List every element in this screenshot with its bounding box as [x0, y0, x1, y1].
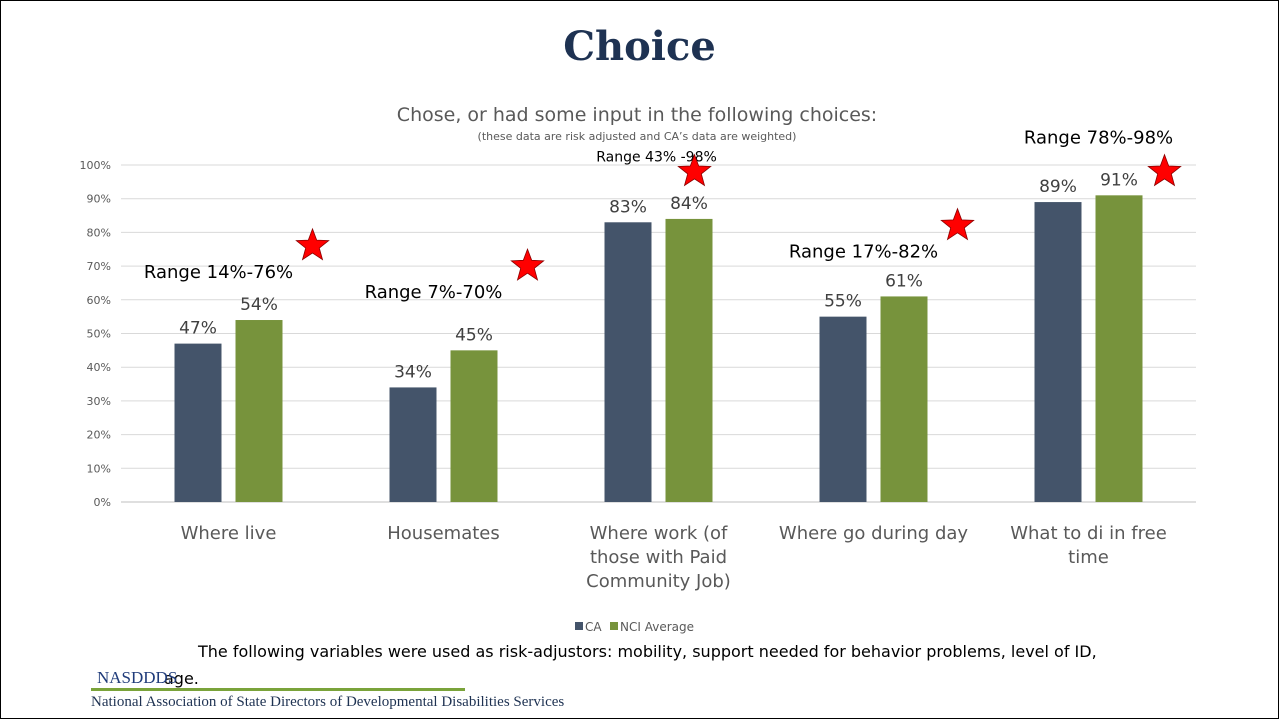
- risk-adjustor-caption-end: age.: [164, 669, 199, 688]
- org-acronym: NASDDDS: [97, 668, 178, 687]
- bar: [880, 296, 928, 502]
- y-tick-label: 80%: [87, 226, 111, 239]
- range-annotation: Range 43% -98%: [596, 150, 717, 166]
- data-label: 45%: [455, 325, 493, 345]
- range-annotation: Range 78%-98%: [1024, 128, 1173, 149]
- bar: [174, 343, 222, 502]
- y-tick-label: 0%: [94, 496, 111, 509]
- x-category-label: Where go during day: [779, 523, 968, 544]
- bar: [389, 387, 437, 502]
- data-label: 83%: [609, 197, 647, 217]
- star-icon: [940, 207, 975, 241]
- range-annotation: Range 7%-70%: [365, 282, 503, 303]
- star-icon: [510, 247, 545, 281]
- y-tick-label: 100%: [80, 159, 111, 172]
- star-icon: [1147, 153, 1182, 187]
- bar: [235, 320, 283, 502]
- data-label: 34%: [394, 362, 432, 382]
- x-category-label: Where work (of: [590, 523, 728, 544]
- chart-subtitle: (these data are risk adjusted and CA’s d…: [478, 130, 797, 143]
- bar: [450, 350, 498, 502]
- x-category-label: time: [1068, 547, 1109, 568]
- risk-adjustor-caption: The following variables were used as ris…: [198, 642, 1097, 661]
- range-annotation: Range 14%-76%: [144, 262, 293, 283]
- y-tick-label: 70%: [87, 260, 111, 273]
- y-tick-label: 90%: [87, 193, 111, 206]
- chart-title: Chose, or had some input in the followin…: [397, 104, 877, 126]
- bar: [1095, 195, 1143, 502]
- data-label: 55%: [824, 292, 862, 312]
- y-tick-label: 10%: [87, 462, 111, 475]
- bar: [1034, 202, 1082, 502]
- x-category-label: Housemates: [387, 523, 499, 544]
- x-category-label: those with Paid: [590, 547, 727, 568]
- y-tick-label: 60%: [87, 294, 111, 307]
- star-icon: [295, 227, 330, 261]
- org-full-name: National Association of State Directors …: [91, 694, 565, 710]
- y-tick-label: 40%: [87, 361, 111, 374]
- bar: [604, 222, 652, 503]
- bar-chart: Chose, or had some input in the followin…: [80, 104, 1196, 634]
- y-tick-label: 20%: [87, 429, 111, 442]
- x-category-label: Where live: [181, 523, 277, 544]
- data-label: 84%: [670, 194, 708, 214]
- data-label: 47%: [179, 319, 217, 339]
- legend-swatch: [575, 622, 583, 630]
- data-label: 89%: [1039, 177, 1077, 197]
- bar: [819, 316, 867, 502]
- legend-label: NCI Average: [620, 620, 694, 634]
- footer-rule: [91, 688, 465, 691]
- data-label: 54%: [240, 295, 278, 315]
- legend-swatch: [610, 622, 618, 630]
- star-icon: [677, 153, 712, 187]
- data-label: 91%: [1100, 170, 1138, 190]
- y-tick-label: 50%: [87, 328, 111, 341]
- bar: [665, 218, 713, 503]
- data-label: 61%: [885, 271, 923, 291]
- x-category-label: Community Job): [586, 571, 731, 592]
- legend-label: CA: [585, 620, 602, 634]
- y-tick-label: 30%: [87, 395, 111, 408]
- range-annotation: Range 17%-82%: [789, 242, 938, 263]
- slide-title: Choice: [563, 23, 716, 70]
- x-category-label: What to di in free: [1010, 523, 1167, 544]
